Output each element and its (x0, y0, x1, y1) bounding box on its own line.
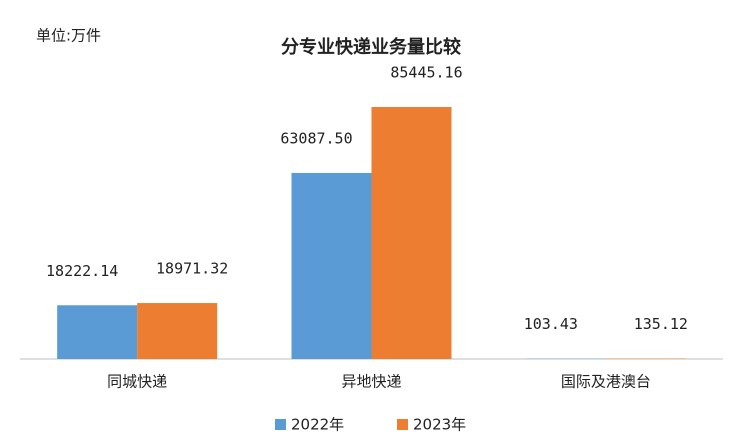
x-tick-label: 异地快递 (341, 373, 401, 391)
x-tick-label: 同城快递 (107, 373, 167, 391)
legend-label: 2023年 (413, 416, 466, 434)
legend-label: 2022年 (291, 416, 344, 434)
bar (57, 305, 138, 359)
bar (371, 107, 452, 359)
legend-swatch (397, 419, 408, 430)
unit-label: 单位:万件 (36, 27, 101, 45)
x-tick-label: 国际及港澳台 (561, 373, 651, 391)
value-label: 135.12 (634, 315, 688, 333)
bar (137, 303, 218, 359)
value-label: 18222.14 (46, 262, 118, 280)
value-label: 85445.16 (390, 64, 462, 82)
bar (291, 172, 372, 359)
value-label: 63087.50 (280, 129, 352, 147)
value-label: 103.43 (524, 315, 578, 333)
chart-title: 分专业快递业务量比较 (281, 36, 461, 58)
legend-swatch (275, 419, 286, 430)
value-label: 18971.32 (156, 260, 228, 278)
